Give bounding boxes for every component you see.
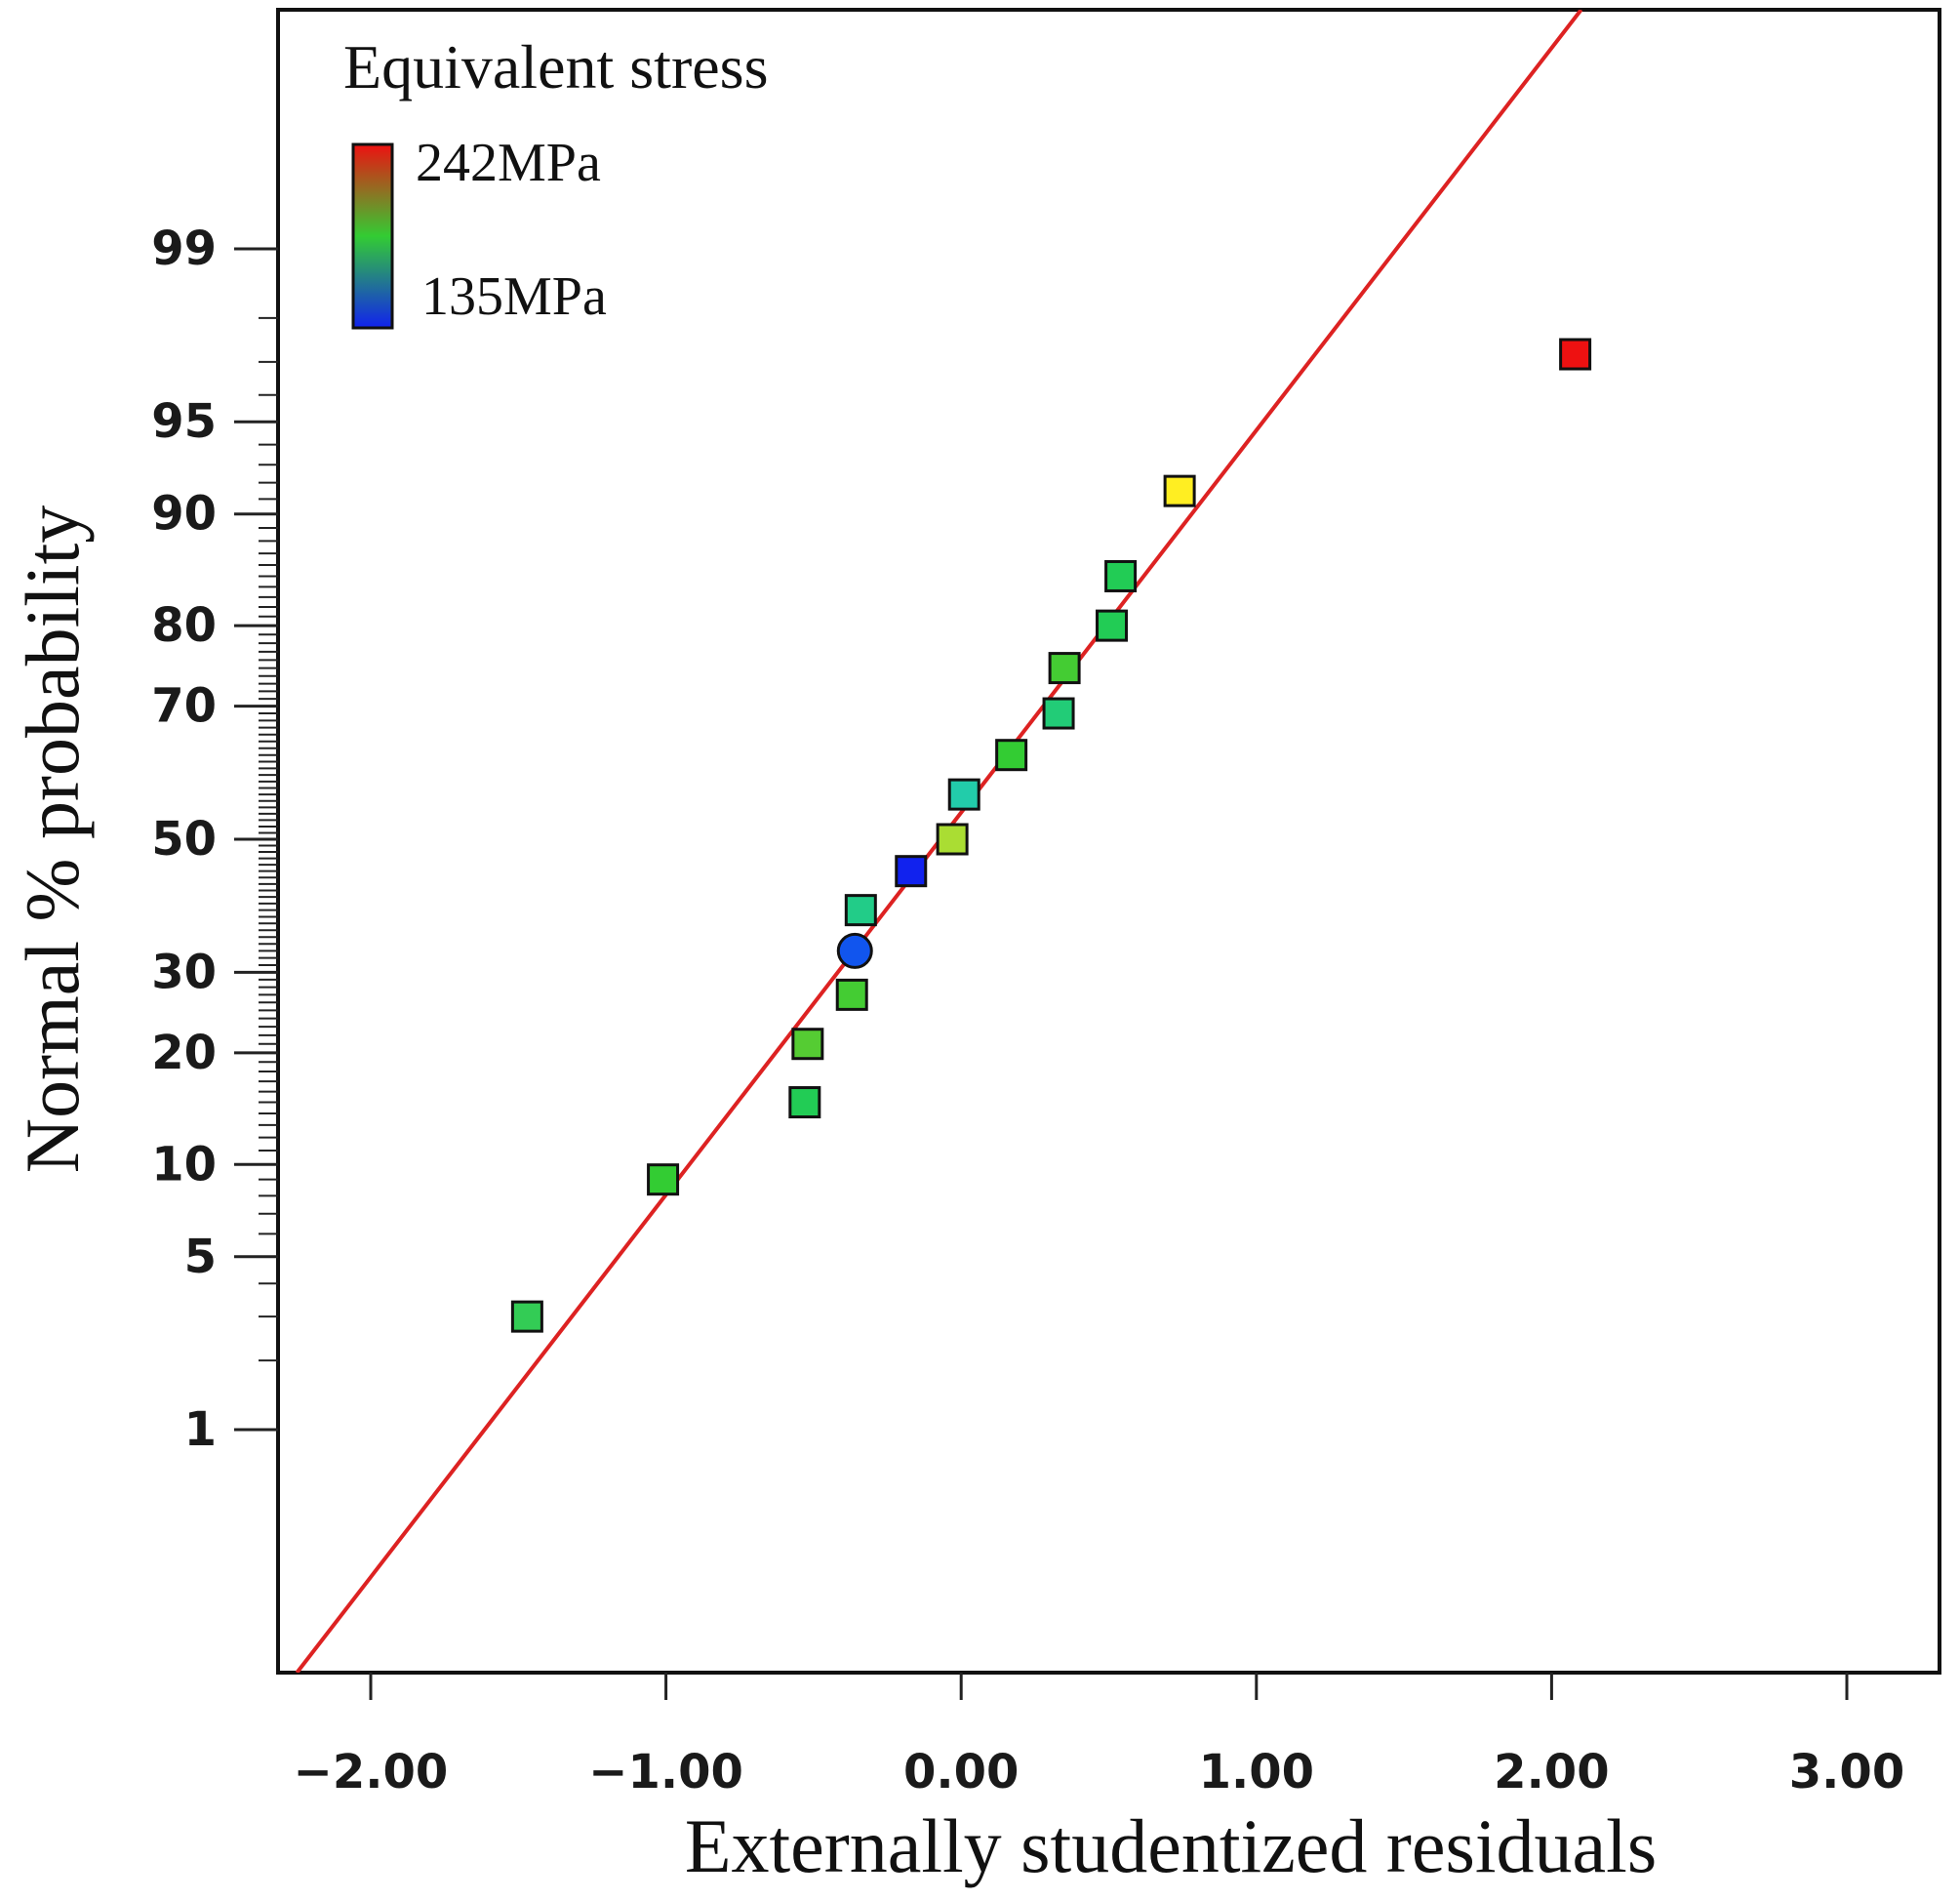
data-point — [895, 855, 928, 888]
y-tick-label: 70 — [151, 679, 217, 734]
legend-title: Equivalent stress — [343, 32, 768, 101]
x-tick-label: −2.00 — [294, 1745, 449, 1799]
x-axis-title: Externally studentized residuals — [685, 1803, 1657, 1888]
data-point — [947, 778, 980, 811]
y-tick-label: 1 — [184, 1402, 217, 1457]
y-tick-label: 50 — [151, 812, 217, 867]
data-point — [995, 739, 1028, 772]
y-tick-label: 10 — [151, 1137, 217, 1192]
legend-colorbar — [351, 142, 394, 330]
data-point — [936, 823, 969, 856]
x-tick-label: −1.00 — [588, 1745, 743, 1799]
plot-frame — [276, 8, 1941, 1675]
y-tick-label: 80 — [151, 598, 217, 653]
data-point — [1163, 474, 1196, 507]
x-tick-label: 1.00 — [1199, 1745, 1314, 1799]
y-axis: 1 5 10 20 30 50 70 80 90 95 99 — [151, 222, 278, 1457]
data-point — [788, 1086, 821, 1119]
data-points — [510, 338, 1592, 1333]
y-tick-label: 90 — [151, 487, 217, 542]
data-point — [835, 978, 868, 1011]
data-point — [836, 932, 873, 969]
y-tick-label: 5 — [184, 1230, 217, 1284]
y-tick-label: 95 — [151, 394, 217, 449]
data-point — [1042, 697, 1075, 730]
data-point — [1104, 559, 1138, 592]
y-axis-title: Normal % probability — [10, 505, 95, 1174]
data-point — [510, 1300, 543, 1333]
legend-min-label: 135MPa — [421, 266, 607, 327]
x-tick-label: 2.00 — [1494, 1745, 1609, 1799]
legend-max-label: 242MPa — [416, 133, 601, 193]
y-tick-label: 99 — [151, 222, 217, 276]
y-tick-label: 30 — [151, 945, 217, 999]
x-tick-label: 3.00 — [1789, 1745, 1904, 1799]
data-point — [1559, 338, 1592, 371]
data-point — [1096, 609, 1129, 642]
y-tick-label: 20 — [151, 1026, 217, 1080]
data-point — [1048, 652, 1081, 685]
x-tick-label: 0.00 — [903, 1745, 1019, 1799]
x-axis: −2.00 −1.00 0.00 1.00 2.00 3.00 — [294, 1673, 1904, 1799]
data-point — [844, 894, 877, 927]
data-point — [791, 1028, 824, 1061]
data-point — [647, 1163, 680, 1196]
legend: Equivalent stress 242MPa 135MPa — [343, 32, 768, 330]
